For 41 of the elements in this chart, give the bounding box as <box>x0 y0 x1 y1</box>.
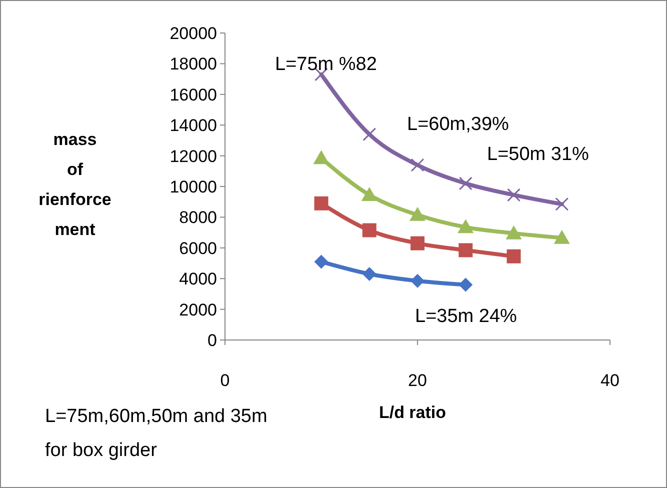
annotation: L=35m 24% <box>415 306 518 327</box>
y-tick-label: 14000 <box>170 116 217 136</box>
point <box>554 230 570 244</box>
annotation: L=50m 31% <box>487 144 590 165</box>
point <box>507 188 520 202</box>
point <box>362 128 376 142</box>
y-tick-label: 4000 <box>179 270 217 289</box>
point <box>410 158 424 172</box>
y-tick-label: 0 <box>208 330 217 350</box>
point <box>410 206 426 221</box>
point <box>555 197 569 211</box>
point <box>458 278 473 292</box>
point <box>361 186 378 201</box>
x-axis-title: L/d ratio <box>378 403 446 422</box>
y-tick-label: 2000 <box>179 300 217 320</box>
point <box>314 196 328 210</box>
point <box>410 236 424 250</box>
y-tick-label: 6000 <box>179 238 217 258</box>
point <box>314 254 328 269</box>
point <box>410 274 424 288</box>
annotation: L=60m,39% <box>407 114 510 135</box>
annotation: L=75m %82 <box>275 54 377 75</box>
y-tick-label: 16000 <box>170 85 217 104</box>
x-tick-label: 40 <box>600 371 620 390</box>
y-axis-title: mass of rienforcement <box>38 130 112 239</box>
point <box>506 225 522 240</box>
text: L=75m,60m,50m and 35m for box girder <box>45 406 268 461</box>
y-tick-label: 18000 <box>170 54 217 74</box>
y-tick-label: 20000 <box>170 24 217 43</box>
point <box>313 150 330 164</box>
x-tick-label: 20 <box>408 371 427 390</box>
point <box>362 266 376 281</box>
point <box>458 243 473 258</box>
point <box>458 219 474 234</box>
x-tick-label: 0 <box>220 371 230 390</box>
y-tick-label: 12000 <box>170 146 217 166</box>
y-tick-label: 8000 <box>179 208 217 228</box>
point <box>458 176 472 190</box>
y-tick-label: 10000 <box>170 177 217 196</box>
point <box>506 249 521 264</box>
point <box>362 223 376 238</box>
